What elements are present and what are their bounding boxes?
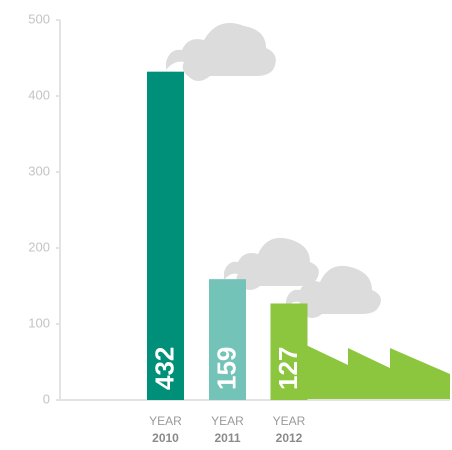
x-tick-label: 2012 bbox=[276, 431, 303, 445]
value-label: 159 bbox=[211, 347, 241, 390]
y-tick-label: 100 bbox=[28, 315, 50, 330]
factory bbox=[306, 345, 450, 400]
clouds bbox=[166, 23, 381, 318]
bar bbox=[209, 279, 246, 400]
value-label: 127 bbox=[273, 347, 303, 390]
x-tick-prefix: YEAR bbox=[273, 414, 306, 428]
x-tick-label: 2010 bbox=[152, 431, 179, 445]
cloud bbox=[166, 23, 276, 81]
cloud bbox=[286, 265, 381, 318]
y-tick-label: 300 bbox=[28, 163, 50, 178]
bar bbox=[147, 71, 184, 401]
y-tick-label: 400 bbox=[28, 87, 50, 102]
cloud bbox=[224, 237, 319, 290]
y-tick-label: 0 bbox=[43, 391, 50, 406]
y-tick-label: 500 bbox=[28, 11, 50, 26]
x-tick-prefix: YEAR bbox=[149, 414, 182, 428]
x-tick-prefix: YEAR bbox=[211, 414, 244, 428]
value-label: 432 bbox=[149, 347, 179, 390]
bar bbox=[270, 303, 308, 400]
x-tick-label: 2011 bbox=[214, 431, 240, 445]
y-tick-label: 200 bbox=[28, 239, 50, 254]
